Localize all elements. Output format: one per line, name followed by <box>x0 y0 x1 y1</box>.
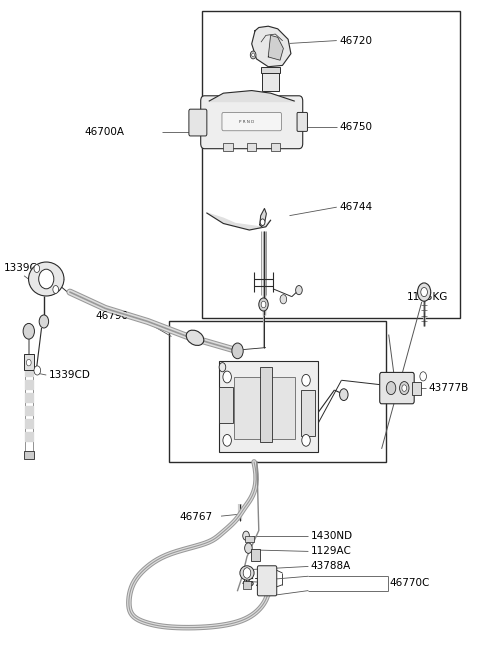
Bar <box>24 354 34 371</box>
Ellipse shape <box>39 269 54 289</box>
Circle shape <box>53 285 59 293</box>
Bar <box>243 581 251 589</box>
Circle shape <box>26 359 31 366</box>
Bar <box>169 321 386 462</box>
Text: 43788A: 43788A <box>311 562 351 571</box>
Bar <box>202 11 459 318</box>
Polygon shape <box>252 26 291 67</box>
Text: 1430ND: 1430ND <box>311 531 353 541</box>
Polygon shape <box>25 380 33 389</box>
Bar <box>301 390 315 436</box>
FancyBboxPatch shape <box>189 109 207 136</box>
Bar <box>412 382 421 395</box>
Text: 1339CC: 1339CC <box>4 263 45 273</box>
Circle shape <box>252 53 254 57</box>
FancyBboxPatch shape <box>257 565 277 596</box>
Circle shape <box>223 434 231 446</box>
Text: 46720: 46720 <box>339 35 372 45</box>
Circle shape <box>34 366 41 375</box>
Bar <box>251 550 260 561</box>
Bar <box>262 70 279 91</box>
Bar <box>247 143 256 152</box>
Circle shape <box>420 372 426 381</box>
Circle shape <box>296 285 302 295</box>
Ellipse shape <box>240 565 254 580</box>
Text: 1339CD: 1339CD <box>48 370 91 380</box>
FancyBboxPatch shape <box>297 112 308 131</box>
Ellipse shape <box>28 262 64 296</box>
Text: 46767: 46767 <box>180 512 213 522</box>
Bar <box>223 143 233 152</box>
Polygon shape <box>25 393 33 402</box>
Text: 46700A: 46700A <box>84 127 124 137</box>
Bar <box>219 387 233 422</box>
Circle shape <box>302 375 310 386</box>
Circle shape <box>302 434 310 446</box>
Circle shape <box>399 382 409 395</box>
Bar <box>219 361 318 452</box>
Circle shape <box>402 385 407 392</box>
Circle shape <box>243 567 251 578</box>
Circle shape <box>421 287 427 297</box>
Polygon shape <box>268 35 283 60</box>
Circle shape <box>280 295 287 304</box>
Text: 43777B: 43777B <box>429 383 469 393</box>
Polygon shape <box>25 405 33 415</box>
FancyBboxPatch shape <box>380 373 414 404</box>
Bar <box>245 536 254 543</box>
Text: 46770C: 46770C <box>390 578 430 588</box>
Circle shape <box>39 315 48 328</box>
Bar <box>261 68 280 73</box>
Circle shape <box>418 283 431 301</box>
Circle shape <box>23 323 35 339</box>
Circle shape <box>250 51 256 59</box>
Circle shape <box>260 219 265 226</box>
Bar <box>24 451 34 459</box>
Ellipse shape <box>186 330 204 346</box>
Text: 46790: 46790 <box>96 311 129 321</box>
Circle shape <box>339 389 348 401</box>
Bar <box>260 367 272 442</box>
Circle shape <box>386 382 396 395</box>
Polygon shape <box>25 419 33 428</box>
Circle shape <box>223 371 231 383</box>
Polygon shape <box>25 432 33 441</box>
Circle shape <box>34 264 40 272</box>
Polygon shape <box>260 209 266 227</box>
Circle shape <box>261 301 266 308</box>
FancyBboxPatch shape <box>201 96 303 149</box>
Polygon shape <box>25 367 33 376</box>
Bar <box>271 143 280 152</box>
Circle shape <box>243 531 249 541</box>
Circle shape <box>245 543 252 554</box>
Text: P R N D: P R N D <box>240 119 254 123</box>
Bar <box>234 377 295 439</box>
Text: 46776: 46776 <box>241 578 275 588</box>
Text: 1125KG: 1125KG <box>407 293 448 302</box>
Circle shape <box>259 298 268 311</box>
FancyBboxPatch shape <box>222 112 281 131</box>
Circle shape <box>232 343 243 359</box>
Circle shape <box>219 363 226 372</box>
Text: 46744: 46744 <box>339 202 372 212</box>
Text: 46750: 46750 <box>339 122 372 132</box>
Text: 1129AC: 1129AC <box>311 546 352 556</box>
Polygon shape <box>207 213 271 230</box>
